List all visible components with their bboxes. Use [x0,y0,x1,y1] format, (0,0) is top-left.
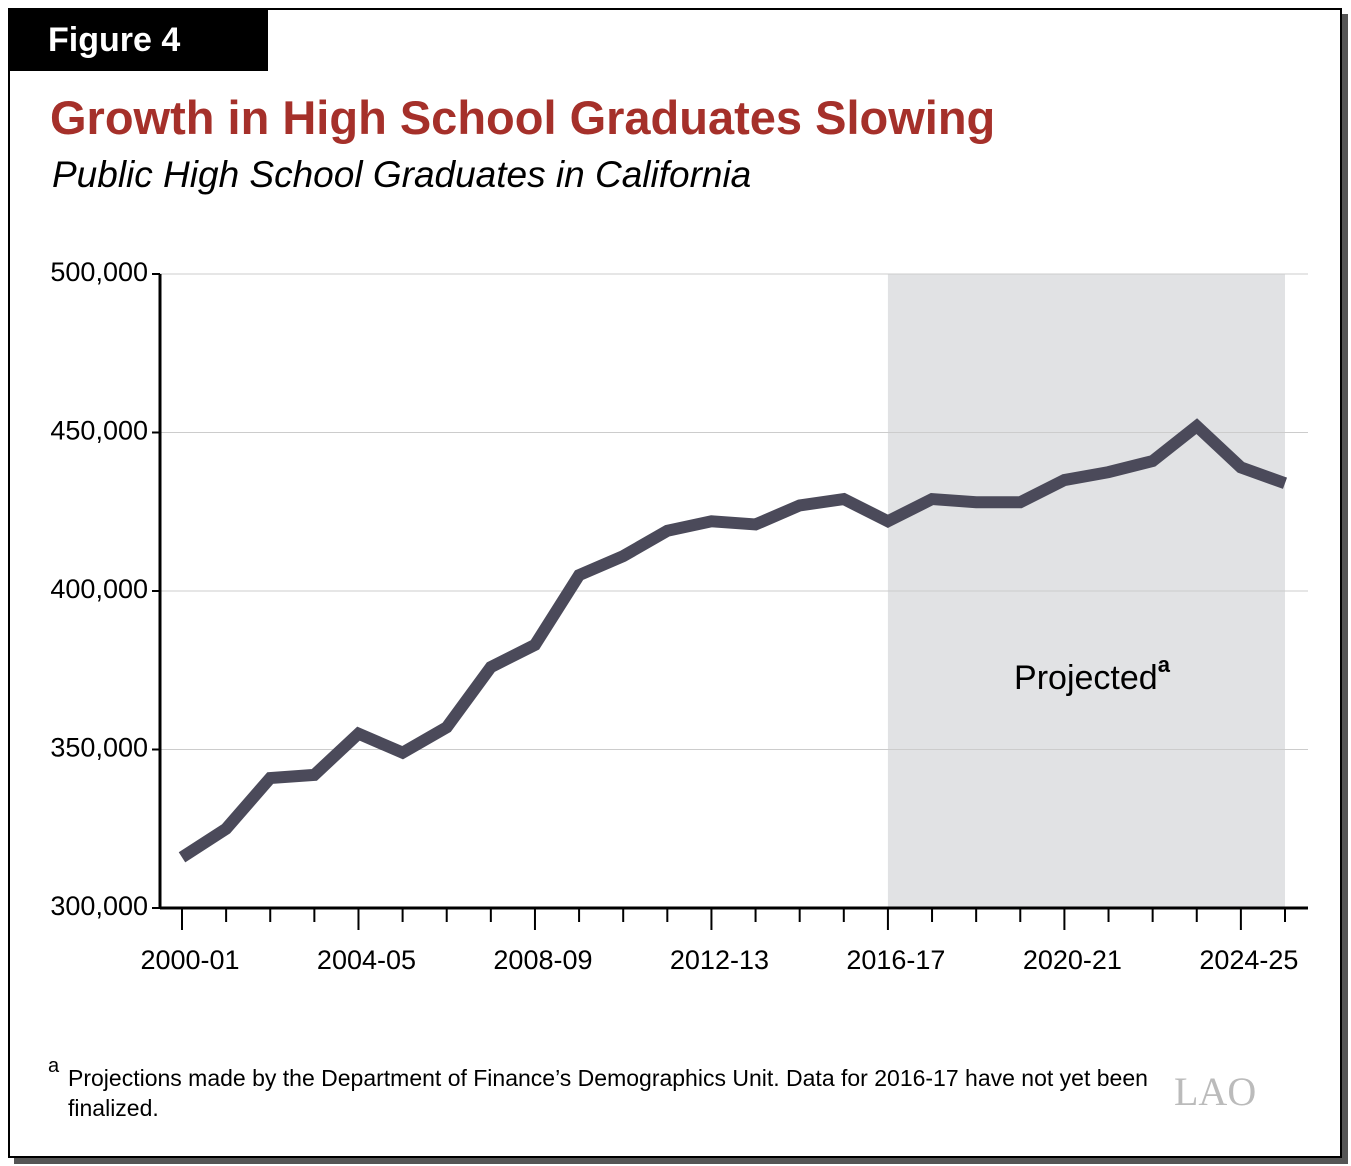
x-tick-label: 2004-05 [317,945,416,975]
y-tick-label: 400,000 [50,574,148,604]
y-tick-label: 500,000 [50,257,148,287]
logo: LAO [1174,1069,1257,1114]
x-tick-label: 2012-13 [670,945,769,975]
footnote: Projections made by the Department of Fi… [68,1065,1148,1121]
chart-subtitle: Public High School Graduates in Californ… [52,154,752,195]
footnote-marker: a [48,1055,60,1077]
x-tick-label: 2008-09 [493,945,592,975]
y-tick-label: 300,000 [50,891,148,921]
line [178,418,1288,863]
y-tick-label: 350,000 [50,733,148,763]
annotation-text: Projected [1014,659,1158,697]
figure-label: Figure 4 [8,10,268,71]
chart-title: Growth in High School Graduates Slowing [50,91,996,144]
annotation: Projecteda [1014,652,1171,697]
x-tick-label: 2000-01 [140,945,239,975]
y-tick-label: 450,000 [50,416,148,446]
x-tick-label: 2016-17 [846,945,945,975]
annotation-superscript: a [1158,652,1171,677]
x-tick-label: 2020-21 [1023,945,1122,975]
x-tick-label: 2024-25 [1199,945,1298,975]
